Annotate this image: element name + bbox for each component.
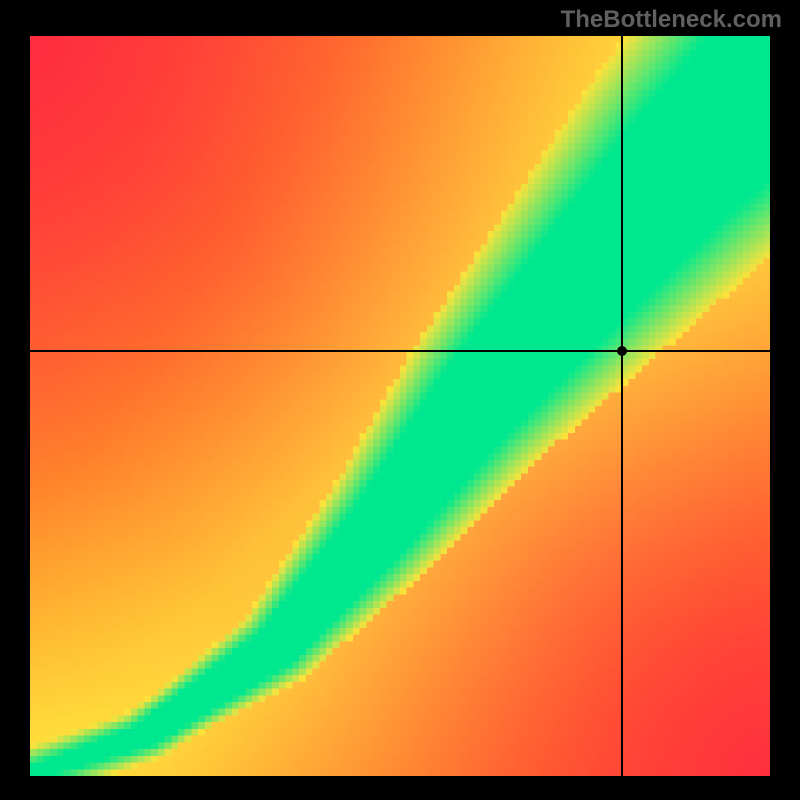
crosshair-vertical bbox=[621, 36, 623, 776]
watermark-text: TheBottleneck.com bbox=[561, 6, 782, 34]
crosshair-marker[interactable] bbox=[617, 346, 627, 356]
plot-area bbox=[30, 36, 770, 776]
heatmap-canvas bbox=[30, 36, 770, 776]
crosshair-horizontal bbox=[30, 350, 770, 352]
chart-container: TheBottleneck.com bbox=[0, 0, 800, 800]
